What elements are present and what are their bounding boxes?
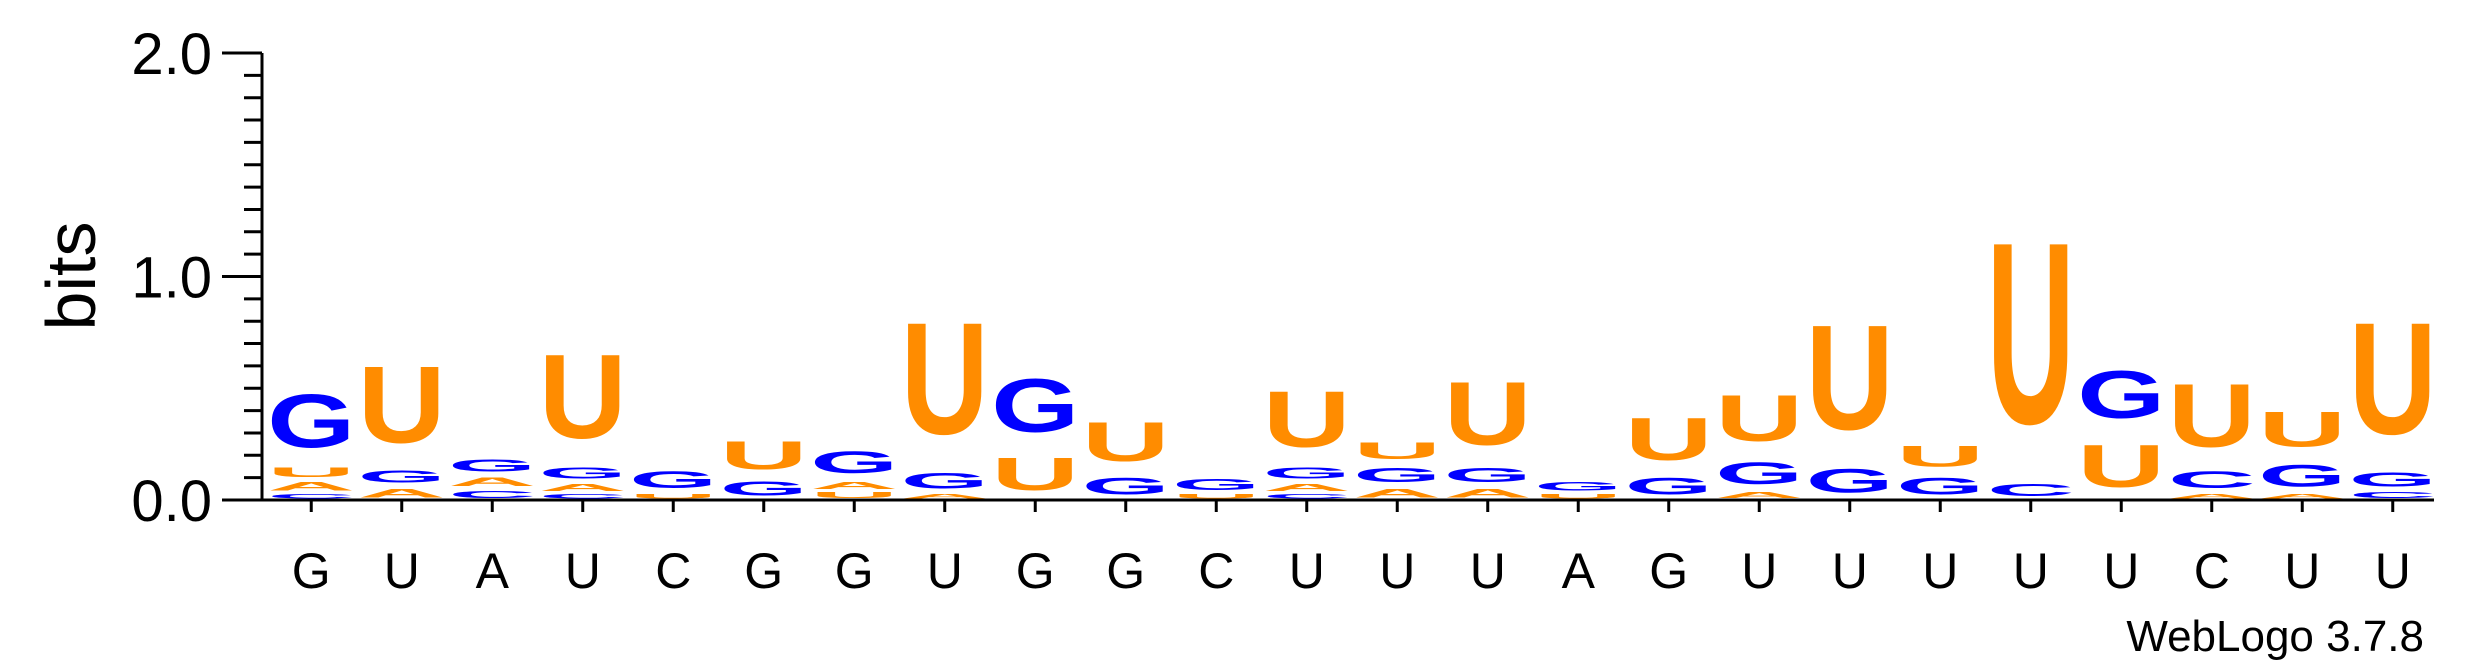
logo-glyph-c: C bbox=[2349, 491, 2437, 500]
x-tick-label: U bbox=[565, 543, 601, 599]
logo-glyph-u: U bbox=[991, 449, 1079, 500]
logo-glyph-u: U bbox=[2168, 365, 2256, 466]
logo-glyph-u: U bbox=[267, 464, 355, 480]
x-tick-label: G bbox=[835, 543, 874, 599]
logo-glyph-u: U bbox=[2349, 290, 2437, 469]
x-tick-label: U bbox=[1741, 543, 1777, 599]
logo-glyph-g: G bbox=[2077, 357, 2165, 433]
logo-glyph-u: U bbox=[1534, 493, 1622, 500]
x-tick-label: U bbox=[927, 543, 963, 599]
logo-glyph-u: U bbox=[1987, 189, 2075, 478]
x-tick-label: G bbox=[1106, 543, 1145, 599]
logo-glyph-u: U bbox=[1353, 437, 1441, 464]
logo-glyph-a: A bbox=[1444, 487, 1532, 500]
logo-glyph-u: U bbox=[720, 433, 808, 477]
logo-glyph-g: G bbox=[1715, 455, 1803, 491]
logo-glyph-a: A bbox=[2168, 493, 2256, 500]
logo-glyph-c: C bbox=[539, 493, 627, 500]
x-tick-label: U bbox=[2103, 543, 2139, 599]
logo-glyph-a: A bbox=[267, 480, 355, 493]
logo-glyph-g: G bbox=[1263, 464, 1351, 482]
logo-glyph-a: A bbox=[448, 476, 536, 489]
logo-glyph-a: A bbox=[901, 493, 989, 500]
x-tick-label: C bbox=[655, 543, 691, 599]
logo-glyph-a: A bbox=[810, 480, 898, 491]
label-layer: bits WebLogo 3.7.8 0.01.02.0G U A U C G G U G G C U… bbox=[32, 22, 2424, 661]
logo-glyph-g: G bbox=[720, 478, 808, 500]
logo-glyph-u: U bbox=[2077, 433, 2165, 500]
logo-glyph-c: C bbox=[1263, 493, 1351, 500]
logo-glyph-a: A bbox=[1353, 487, 1441, 500]
x-tick-label: G bbox=[292, 543, 331, 599]
x-tick-label: U bbox=[2375, 543, 2411, 599]
logo-glyph-u: U bbox=[1172, 493, 1260, 500]
logo-glyph-a: A bbox=[358, 487, 446, 500]
x-tick-label: C bbox=[2194, 543, 2230, 599]
logo-glyph-c: C bbox=[2168, 466, 2256, 493]
x-tick-label: U bbox=[1922, 543, 1958, 599]
x-tick-label: U bbox=[384, 543, 420, 599]
logo-glyph-g: G bbox=[358, 467, 446, 487]
x-tick-label: U bbox=[1470, 543, 1506, 599]
logo-glyph-u: U bbox=[358, 343, 446, 466]
x-tick-label: U bbox=[1289, 543, 1325, 599]
logo-glyph-g: G bbox=[2258, 457, 2346, 493]
logo-glyph-g: G bbox=[1806, 462, 1894, 500]
logo-glyph-u: U bbox=[1806, 293, 1894, 461]
weblogo-credit: WebLogo 3.7.8 bbox=[2126, 612, 2424, 661]
x-tick-label: G bbox=[1649, 543, 1688, 599]
axis-layer bbox=[222, 51, 2434, 512]
logo-glyph-c: C bbox=[1987, 480, 2075, 500]
logo-glyph-u: U bbox=[1444, 363, 1532, 464]
logo-glyph-g: G bbox=[991, 364, 1079, 448]
logo-glyph-g: G bbox=[539, 464, 627, 482]
y-tick-label: 2.0 bbox=[131, 22, 212, 87]
logo-glyph-g: G bbox=[1353, 464, 1441, 486]
logo-glyph-g: G bbox=[448, 455, 536, 475]
logo-glyph-g: G bbox=[1444, 464, 1532, 486]
logo-glyph-a: A bbox=[2258, 493, 2346, 500]
x-tick-label: U bbox=[2013, 543, 2049, 599]
logo-glyph-u: U bbox=[1082, 411, 1170, 473]
x-tick-label: C bbox=[1198, 543, 1234, 599]
y-tick-label: 1.0 bbox=[131, 246, 212, 311]
logo-glyph-u: U bbox=[1263, 375, 1351, 464]
logo-glyph-g: G bbox=[901, 469, 989, 494]
logo-glyph-a: A bbox=[1715, 491, 1803, 500]
x-tick-label: A bbox=[1562, 543, 1596, 599]
x-tick-label: U bbox=[2284, 543, 2320, 599]
logo-glyph-u: U bbox=[1625, 406, 1713, 473]
logo-glyph-g: G bbox=[1534, 480, 1622, 493]
logo-glyph-u: U bbox=[629, 493, 717, 500]
y-tick-label: 0.0 bbox=[131, 469, 212, 534]
logo-glyph-g: G bbox=[1172, 476, 1260, 494]
logo-glyph-u: U bbox=[810, 491, 898, 500]
x-tick-label: U bbox=[1832, 543, 1868, 599]
logo-glyph-u: U bbox=[1715, 381, 1803, 455]
logo-glyph-a: A bbox=[539, 482, 627, 493]
logo-glyph-c: C bbox=[267, 493, 355, 500]
logo-glyph-g: G bbox=[810, 444, 898, 480]
x-tick-label: G bbox=[1016, 543, 1055, 599]
logo-glyph-g: G bbox=[1896, 473, 1984, 500]
x-tick-label: G bbox=[744, 543, 783, 599]
logo-glyph-u: U bbox=[1896, 440, 1984, 473]
logo-glyph-g: G bbox=[2349, 469, 2437, 491]
logo-glyph-c: C bbox=[448, 489, 536, 500]
logo-glyph-g: G bbox=[1625, 473, 1713, 500]
logo-glyph-g: G bbox=[629, 467, 717, 494]
x-tick-label: U bbox=[1379, 543, 1415, 599]
logo-glyph-u: U bbox=[2258, 402, 2346, 458]
logo-glyph-g: G bbox=[1082, 473, 1170, 500]
y-axis-label: bits bbox=[32, 222, 110, 331]
logo-glyph-g: G bbox=[267, 380, 355, 464]
logo-glyph-u: U bbox=[539, 330, 627, 464]
logo-glyph-a: A bbox=[1263, 482, 1351, 493]
x-tick-label: A bbox=[476, 543, 510, 599]
logo-glyph-u: U bbox=[901, 290, 989, 469]
